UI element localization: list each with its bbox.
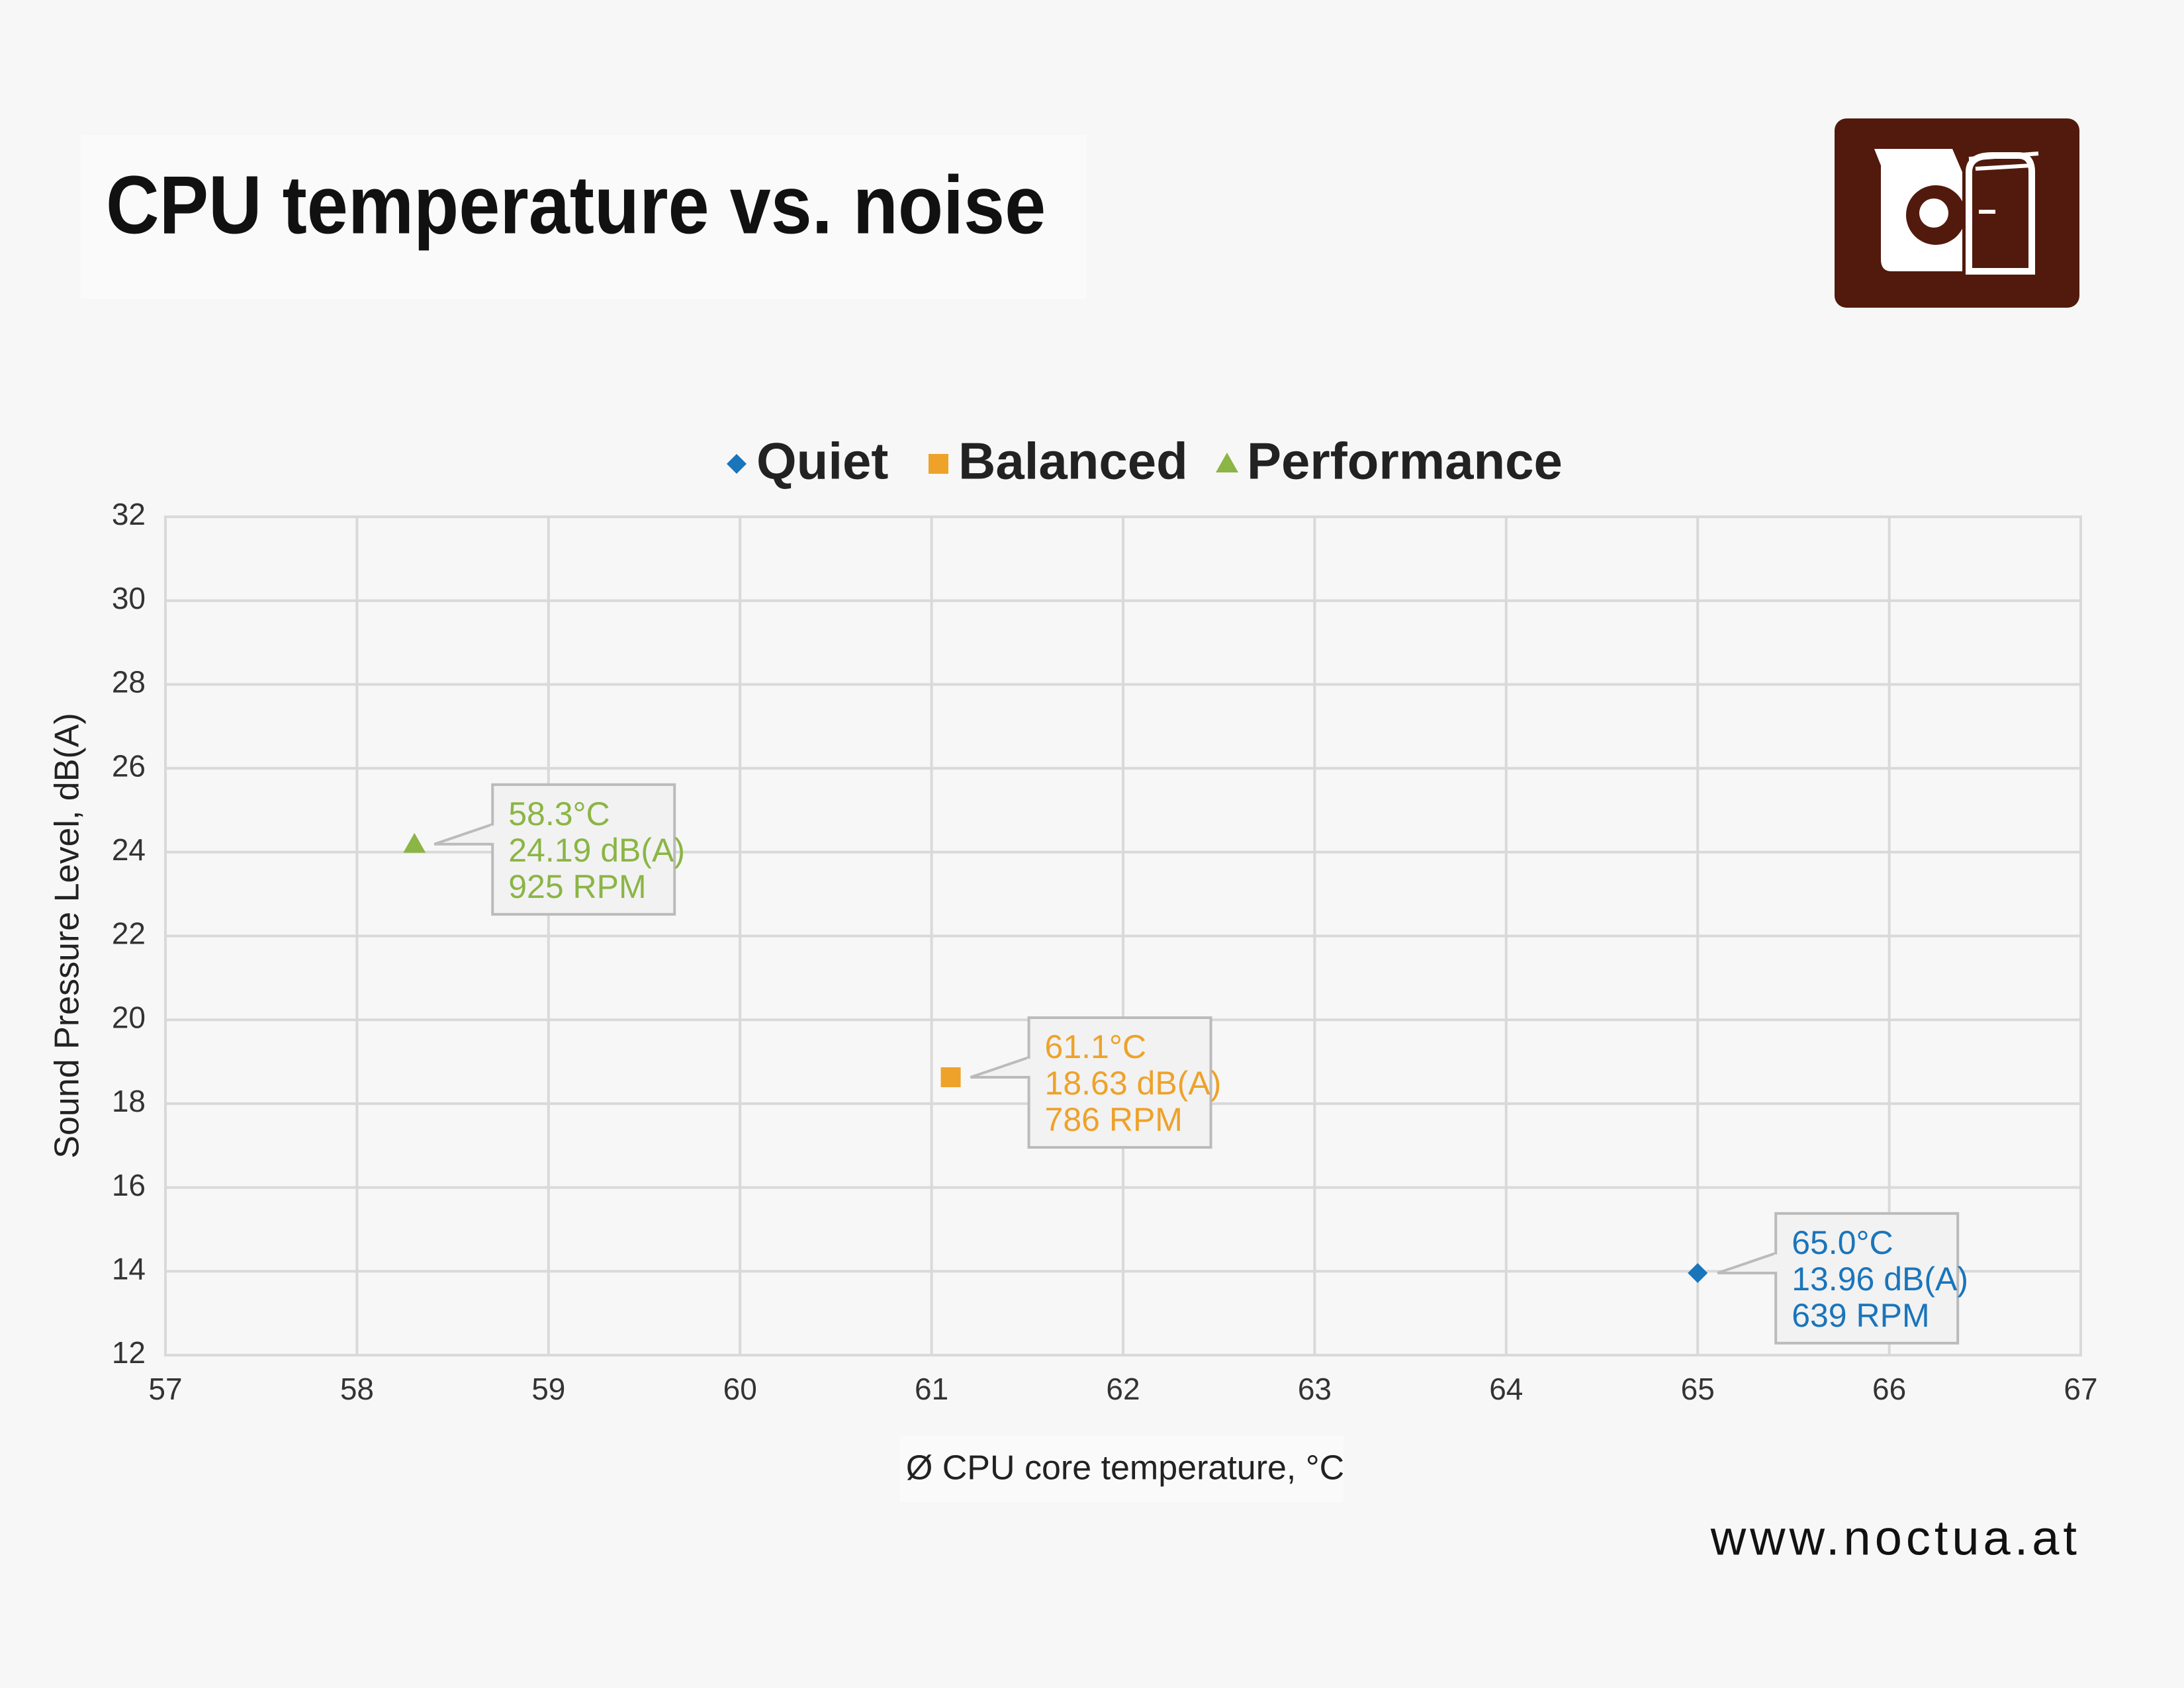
x-tick-label: 66 <box>1872 1372 1906 1406</box>
annotation-pointer <box>1717 1251 1776 1274</box>
y-tick-label: 26 <box>112 748 146 783</box>
legend-marker <box>929 454 948 474</box>
point <box>403 832 426 853</box>
annotation-label: 18.63 dB(A) <box>1045 1065 1222 1102</box>
y-tick-label: 28 <box>112 665 146 699</box>
y-tick-label: 30 <box>112 581 146 615</box>
x-tick-label: 65 <box>1681 1372 1715 1406</box>
y-tick-label: 12 <box>112 1335 146 1370</box>
y-tick-label: 18 <box>112 1084 146 1118</box>
annotation-label: 65.0°C <box>1792 1224 1893 1261</box>
x-axis-title: Ø CPU core temperature, °C <box>906 1449 1344 1488</box>
x-tick-label: 63 <box>1298 1372 1332 1406</box>
x-tick-label: 57 <box>148 1372 182 1406</box>
x-tick-label: 59 <box>531 1372 565 1406</box>
annotation-box <box>1027 1016 1212 1149</box>
annotation-label: 786 RPM <box>1045 1101 1183 1138</box>
annotation-box <box>491 783 676 916</box>
legend-label: Balanced <box>958 432 1188 490</box>
plot-border <box>164 515 2082 1356</box>
annotation-box <box>1774 1212 1960 1345</box>
annotation-label: 13.96 dB(A) <box>1792 1261 1968 1298</box>
y-tick-label: 20 <box>112 1000 146 1034</box>
y-tick-label: 14 <box>112 1251 146 1286</box>
legend-marker <box>1216 453 1238 472</box>
y-tick-label: 24 <box>112 832 146 867</box>
x-label-box <box>900 1436 1343 1502</box>
chart-title: CPU temperature vs. noise <box>106 159 1046 251</box>
legend-label: Quiet <box>756 432 888 490</box>
x-tick-label: 61 <box>915 1372 948 1406</box>
point <box>940 1067 961 1087</box>
legend-marker <box>727 454 747 474</box>
x-tick-label: 62 <box>1106 1372 1140 1406</box>
annotation-label: 58.3°C <box>508 795 610 832</box>
y-tick-label: 22 <box>112 916 146 951</box>
annotation-label: 24.19 dB(A) <box>508 832 685 869</box>
footer-url: www.noctua.at <box>1710 1511 2081 1566</box>
x-tick-label: 67 <box>2064 1372 2097 1406</box>
y-tick-label: 32 <box>112 497 146 531</box>
y-tick-label: 16 <box>112 1168 146 1202</box>
logo <box>1835 118 2079 308</box>
logo-lines <box>1968 152 2039 214</box>
annotation-label: 61.1°C <box>1045 1028 1146 1065</box>
logo-pupil <box>1919 199 1948 228</box>
annotation-pointer <box>433 822 493 846</box>
x-tick-label: 64 <box>1489 1372 1523 1406</box>
annotation-label: 925 RPM <box>508 868 646 905</box>
x-tick-label: 58 <box>340 1372 374 1406</box>
annotation-label: 639 RPM <box>1792 1297 1929 1334</box>
annotation-pointer <box>970 1056 1030 1079</box>
point <box>1688 1263 1708 1283</box>
legend-label: Performance <box>1247 432 1563 490</box>
y-axis-title: Sound Pressure Level, dB(A) <box>48 713 87 1158</box>
x-tick-label: 60 <box>723 1372 757 1406</box>
title-box <box>81 135 1087 299</box>
